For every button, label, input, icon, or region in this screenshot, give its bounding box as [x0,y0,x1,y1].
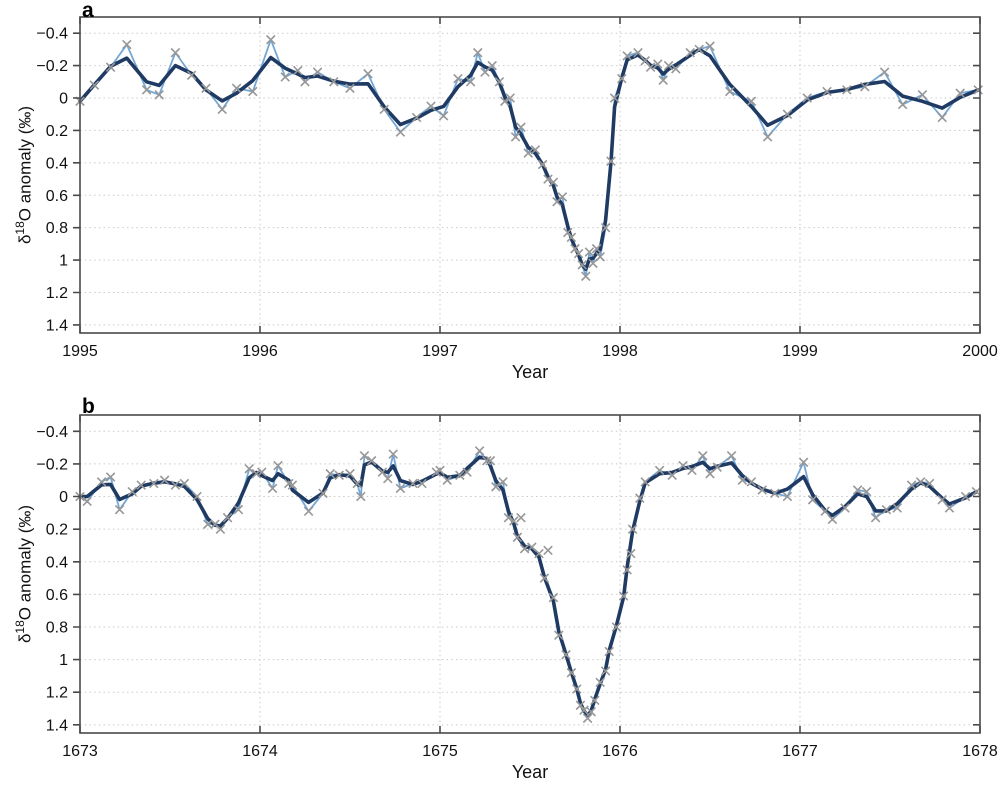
y-tick-label: 1.2 [46,285,68,302]
y-tick-label: 0.8 [46,220,68,237]
y-tick-label: 0.8 [46,620,68,637]
y-tick-label: 0.4 [46,554,68,571]
x-tick-label: 1996 [242,343,278,360]
y-tick-label: 1.4 [46,317,68,334]
x-tick-label: 1998 [602,343,638,360]
panel-b: −0.4 −0.2 0 0.2 0.4 0.6 0.8 1 1.2 1.4 1673 1674 1675… [36,414,998,760]
y-tick-label: −0.2 [36,58,68,75]
y-tick-label: −0.4 [36,26,68,43]
y-tick-label: 0.6 [46,188,68,205]
x-tick-label: 1999 [782,343,818,360]
x-tick-label: 1676 [602,743,638,760]
panel-a: −0.4 −0.2 0 0.2 0.4 0.6 0.8 1 1.2 1.4 1995 1996 1997… [36,16,998,360]
x-tick-label: 1675 [422,743,458,760]
x-tick-label: 1677 [782,743,818,760]
smoothed-line [78,455,979,718]
y-tick-label: 0.4 [46,155,68,172]
x-tick-label: 1678 [962,743,998,760]
x-tick-label: 1674 [242,743,278,760]
raw-sample-line [79,38,979,278]
y-tick-label: 1.4 [46,717,68,734]
y-tick-label: 0 [59,91,68,108]
y-tick-label: 0.6 [46,587,68,604]
y-tick-label: 1.2 [46,685,68,702]
x-tick-label: 2000 [962,343,998,360]
raw-sample-line [79,449,977,720]
y-tick-label: −0.4 [36,424,68,441]
gridlines [80,17,980,333]
sample-x-markers [75,446,982,724]
plot-frame [79,16,981,334]
y-tick-label: 0.2 [46,123,68,140]
axis-ticks [73,415,981,733]
x-tick-label: 1997 [422,343,458,360]
y-tick-label: 0.2 [46,522,68,539]
y-tick-label: −0.2 [36,456,68,473]
gridlines [80,415,980,733]
plot-frame [79,414,981,734]
smoothed-line [78,47,981,271]
tick-labels: −0.4 −0.2 0 0.2 0.4 0.6 0.8 1 1.2 1.4 1995 1996 1997… [36,26,997,360]
y-tick-label: 0 [59,489,68,506]
x-tick-label: 1673 [62,743,98,760]
y-tick-label: 1 [59,652,68,669]
y-tick-label: 1 [59,253,68,270]
tick-labels: −0.4 −0.2 0 0.2 0.4 0.6 0.8 1 1.2 1.4 1673 1674 1675… [36,424,997,760]
sample-x-markers [75,34,983,282]
axis-ticks [73,17,981,333]
x-tick-label: 1995 [62,343,98,360]
